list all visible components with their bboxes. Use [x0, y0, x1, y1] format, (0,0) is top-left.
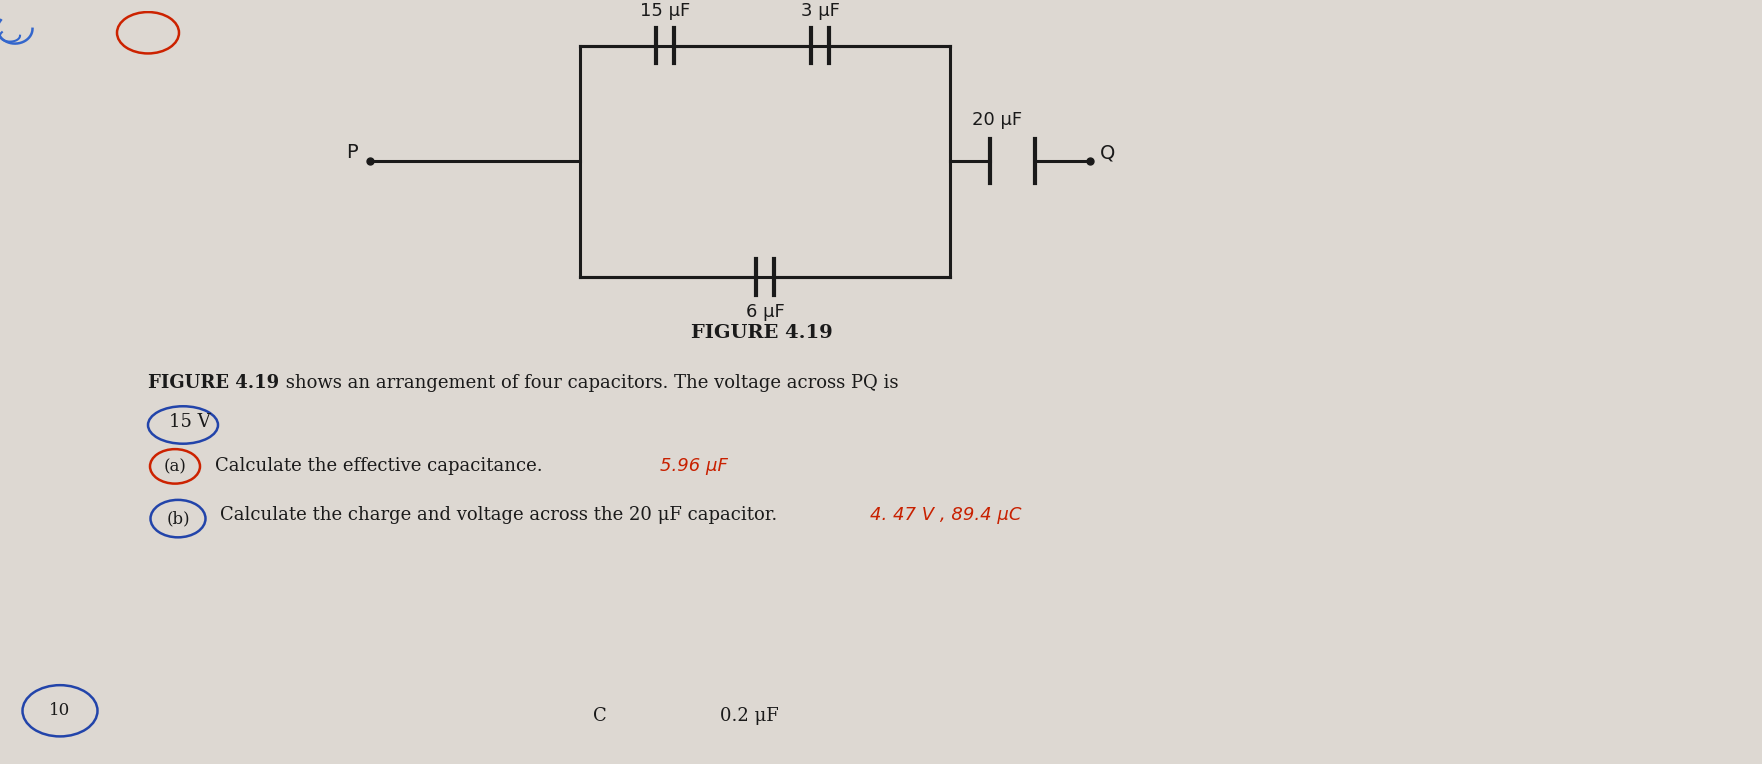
Text: 15 μF: 15 μF — [640, 2, 691, 20]
Text: 20 μF: 20 μF — [973, 112, 1022, 129]
Text: 15 V: 15 V — [169, 413, 211, 431]
Text: Calculate the effective capacitance.: Calculate the effective capacitance. — [215, 457, 543, 474]
Text: 6 μF: 6 μF — [745, 303, 784, 321]
Text: Q: Q — [1099, 144, 1115, 163]
Text: 10: 10 — [49, 702, 70, 719]
Text: (b): (b) — [166, 510, 190, 527]
Text: (a): (a) — [164, 458, 187, 475]
Text: FIGURE 4.19: FIGURE 4.19 — [691, 325, 833, 342]
Text: P: P — [347, 144, 358, 163]
Text: FIGURE 4.19: FIGURE 4.19 — [148, 374, 278, 392]
Text: C: C — [594, 707, 606, 725]
Text: 0.2 μF: 0.2 μF — [721, 707, 779, 725]
Text: Calculate the charge and voltage across the 20 μF capacitor.: Calculate the charge and voltage across … — [220, 506, 777, 524]
Text: 5.96 μF: 5.96 μF — [661, 457, 728, 474]
Text: shows an arrangement of four capacitors. The voltage across PQ is: shows an arrangement of four capacitors.… — [280, 374, 899, 392]
Text: 4. 47 V , 89.4 μC: 4. 47 V , 89.4 μC — [870, 506, 1022, 524]
Text: 3 μF: 3 μF — [800, 2, 839, 20]
